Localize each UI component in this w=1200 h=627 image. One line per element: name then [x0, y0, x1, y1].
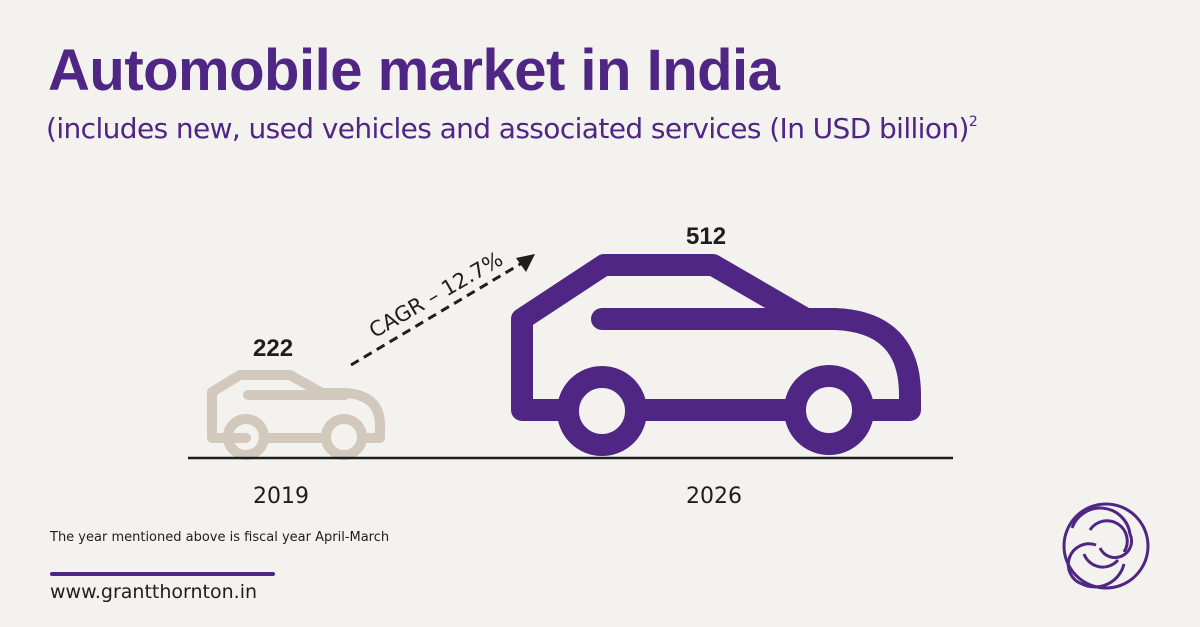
footnote-text: The year mentioned above is fiscal year … — [50, 530, 390, 545]
value-label-2026: 512 — [686, 223, 727, 250]
growth-arrow-icon — [350, 254, 535, 367]
car-icon-2019 — [207, 370, 385, 460]
footnote-marker: 2 — [968, 113, 978, 130]
website-link[interactable]: www.grantthornton.in — [50, 581, 258, 603]
year-label-2019: 2019 — [253, 484, 309, 509]
grant-thornton-logo-icon — [1062, 502, 1150, 590]
page-subtitle: (includes new, used vehicles and associa… — [46, 112, 978, 145]
value-label-2019: 222 — [253, 335, 294, 362]
subtitle-text: (includes new, used vehicles and associa… — [46, 112, 969, 145]
year-label-2026: 2026 — [686, 484, 742, 509]
car-icon-2026 — [511, 254, 921, 456]
footer-divider — [50, 572, 275, 576]
page-title: Automobile market in India — [48, 38, 780, 103]
